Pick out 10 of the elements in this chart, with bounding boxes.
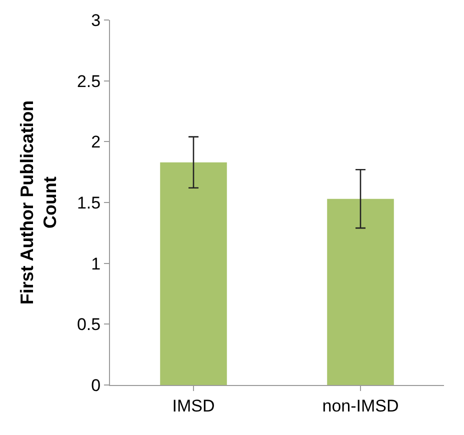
y-tick-label: 1.5 (76, 193, 101, 212)
y-tick-label: 2 (91, 132, 101, 152)
y-tick-label: 1 (91, 254, 101, 274)
y-tick-label: 0 (91, 376, 101, 395)
x-tick-label: IMSD (172, 396, 215, 416)
x-tick-label: non-IMSD (322, 396, 399, 416)
y-tick-label: 0.5 (76, 315, 101, 334)
y-tick-label: 3 (91, 10, 101, 30)
y-axis-title: First Author Publication Count (16, 100, 60, 305)
y-tick-label: 2.5 (76, 72, 101, 91)
